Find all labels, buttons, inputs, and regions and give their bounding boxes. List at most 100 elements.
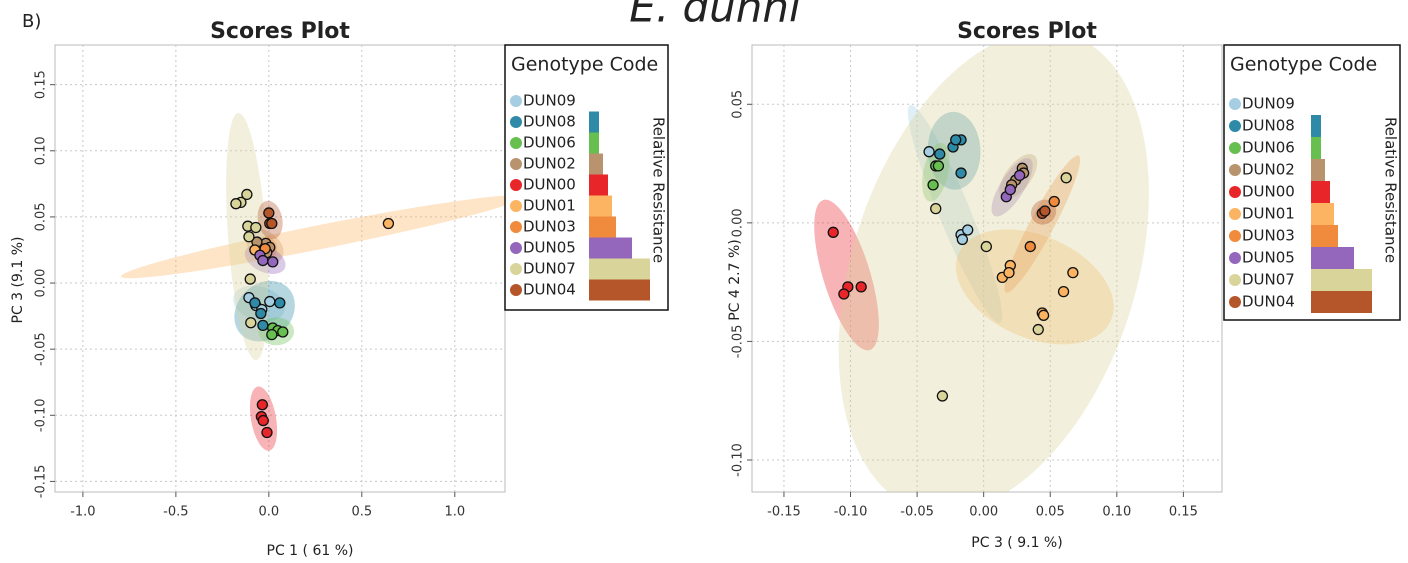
y-tick-label: -0.10: [731, 443, 746, 477]
legend-label: DUN05: [1242, 249, 1295, 267]
figure-title: E. dunni: [629, 0, 801, 32]
score-point: [855, 281, 867, 293]
legend-label: DUN01: [523, 197, 576, 215]
legend-marker: [510, 284, 522, 296]
score-point: [827, 226, 839, 238]
legend-marker: [1229, 230, 1241, 242]
confidence-ellipse: [814, 199, 879, 351]
score-point: [263, 207, 275, 219]
legend-marker: [510, 263, 522, 275]
score-point: [266, 217, 278, 230]
chart-title: Scores Plot: [957, 19, 1097, 44]
score-point: [1067, 266, 1079, 279]
score-point: [264, 295, 276, 308]
y-axis-label: PC 3 (9.1 %): [10, 237, 26, 324]
confidence-ellipse: [121, 195, 505, 279]
legend-marker: [1229, 120, 1241, 132]
resistance-bar: [1311, 137, 1321, 159]
legend-marker: [510, 179, 522, 191]
resistance-bar: [589, 195, 612, 217]
score-point: [1004, 184, 1016, 196]
score-point: [1013, 169, 1026, 182]
resistance-bar: [589, 132, 599, 154]
legend-label: DUN00: [523, 176, 576, 194]
score-point: [256, 399, 268, 411]
resistance-bar: [589, 258, 650, 280]
legend-marker: [1229, 142, 1241, 154]
score-point: [1039, 205, 1051, 217]
score-point: [274, 297, 286, 309]
legend-marker: [510, 200, 522, 212]
legend-label: DUN08: [1242, 117, 1295, 135]
side-label: Relative Resistance: [1382, 117, 1400, 263]
legend-marker: [1229, 98, 1241, 110]
y-tick-label: -0.15: [34, 465, 49, 499]
resistance-bar: [1311, 115, 1321, 137]
legend-label: DUN07: [523, 260, 576, 278]
x-tick-label: 0.05: [1036, 505, 1065, 520]
score-point: [1060, 172, 1072, 184]
legend-marker: [1229, 252, 1241, 264]
score-point: [267, 256, 279, 268]
resistance-bar: [589, 216, 616, 238]
score-point: [1003, 266, 1015, 279]
score-point: [923, 146, 935, 158]
legend-label: DUN04: [523, 281, 576, 299]
score-point: [1032, 323, 1044, 336]
score-point: [930, 202, 942, 215]
legend-marker: [1229, 274, 1241, 286]
resistance-bar: [1311, 269, 1372, 291]
panel-label: B): [22, 11, 41, 32]
x-tick-label: 0.00: [969, 505, 998, 520]
y-tick-label: 0.15: [34, 70, 49, 99]
confidence-ellipse: [1004, 155, 1081, 293]
score-point: [244, 273, 256, 285]
legend-marker: [1229, 208, 1241, 220]
score-point: [1024, 240, 1036, 253]
resistance-bar: [1311, 159, 1325, 181]
score-point: [980, 240, 992, 253]
plot-frame: [751, 44, 1223, 493]
legend-label: DUN06: [1242, 139, 1295, 157]
legend-label: DUN03: [523, 218, 576, 236]
score-point: [241, 188, 253, 201]
score-point: [1037, 309, 1050, 321]
resistance-bar: [1311, 247, 1354, 269]
score-point: [927, 179, 939, 191]
y-axis-label: PC 4 2.7 %): [727, 239, 743, 321]
legend-marker: [1229, 186, 1241, 198]
legend-label: DUN02: [523, 155, 576, 173]
y-tick-label: 0.00: [731, 208, 746, 237]
score-point: [257, 254, 269, 267]
legend-marker: [510, 242, 522, 254]
legend-label: DUN07: [1242, 271, 1295, 289]
resistance-bar: [589, 279, 650, 301]
ellipses: [121, 113, 505, 451]
y-tick-label: 0.05: [34, 202, 49, 231]
x-tick-label: -1.0: [70, 505, 95, 520]
legend-marker: [510, 95, 522, 107]
resistance-bar: [1311, 225, 1338, 247]
x-tick-label: -0.15: [767, 505, 801, 520]
y-tick-label: 0.00: [34, 269, 49, 298]
score-point: [255, 307, 267, 320]
x-tick-label: 0.10: [1102, 505, 1131, 520]
chart-title: Scores Plot: [210, 19, 350, 44]
x-tick-label: -0.05: [900, 505, 934, 520]
resistance-bar: [589, 153, 603, 175]
score-point: [1048, 195, 1060, 208]
score-point: [257, 319, 269, 332]
legend-label: DUN01: [1242, 205, 1295, 223]
score-point: [230, 198, 242, 210]
legend-marker: [510, 158, 522, 170]
score-point: [955, 167, 967, 179]
legend-label: DUN03: [1242, 227, 1295, 245]
legend-marker: [510, 116, 522, 128]
score-point: [936, 390, 949, 402]
legend-label: DUN05: [523, 239, 576, 257]
legend-label: DUN04: [1242, 293, 1295, 311]
x-tick-label: 1.0: [444, 505, 465, 520]
resistance-bar: [589, 111, 599, 133]
